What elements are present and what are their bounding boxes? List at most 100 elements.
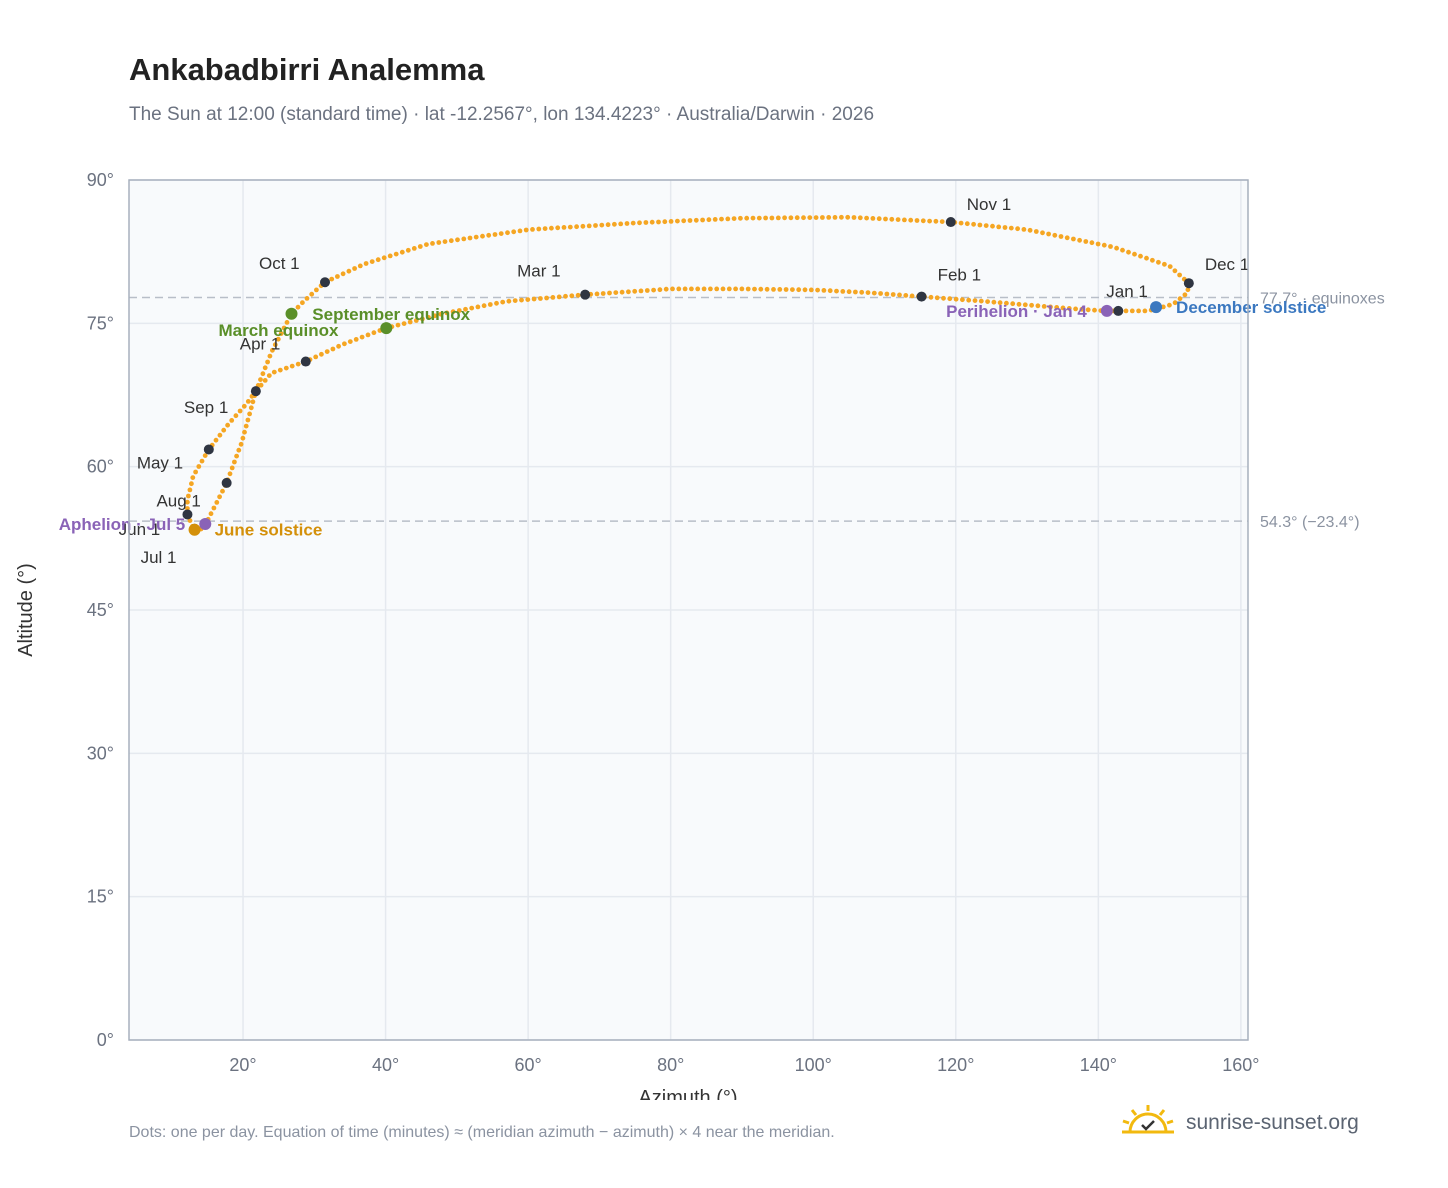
day-dot <box>883 216 888 222</box>
day-dot <box>498 231 504 237</box>
day-dot <box>242 429 247 435</box>
day-dot <box>272 342 278 348</box>
reference-line-label: 54.3° (−23.4°) <box>1260 514 1360 531</box>
day-dot <box>1167 264 1173 269</box>
day-dot <box>720 286 726 292</box>
day-dot <box>706 217 712 223</box>
x-tick-label: 140° <box>1080 1055 1117 1075</box>
day-dot <box>613 290 619 295</box>
day-dot <box>712 217 718 222</box>
day-dot <box>675 218 680 224</box>
x-tick-label: 100° <box>795 1055 832 1075</box>
day-dot <box>612 221 617 227</box>
day-dot <box>933 218 939 224</box>
day-dot <box>1129 308 1135 314</box>
day-dot <box>820 215 825 220</box>
brand[interactable]: sunrise-sunset.org <box>1120 1102 1359 1143</box>
month-marker <box>916 291 927 302</box>
day-dot <box>248 405 254 411</box>
day-dot <box>1027 227 1033 233</box>
day-dot <box>1002 225 1008 230</box>
day-dot <box>281 325 287 331</box>
day-dot <box>719 216 724 222</box>
day-dot <box>630 220 636 226</box>
day-dot <box>637 220 642 226</box>
day-dot <box>442 239 448 245</box>
day-dot <box>827 288 833 294</box>
brand-name: sunrise-sunset.org <box>1186 1110 1359 1134</box>
month-marker <box>300 356 311 367</box>
day-dot <box>657 287 663 293</box>
axis-ticks: 20° 40° 60° 80° 100° 120° 140° 160° 0° 15° 30° 45° 6… <box>87 170 1260 1075</box>
day-dot <box>903 293 909 298</box>
day-dot <box>574 224 579 230</box>
day-dot <box>1064 235 1070 241</box>
day-dot <box>289 363 295 369</box>
day-dot <box>258 377 263 382</box>
day-dot <box>494 300 499 306</box>
day-dot <box>701 286 707 292</box>
day-dot <box>480 233 485 239</box>
month-label: Dec 1 <box>1205 255 1249 274</box>
event-label: Perihelion · Jan 4 <box>946 302 1087 321</box>
day-dot <box>600 291 606 296</box>
day-dot <box>996 224 1002 230</box>
day-dot <box>555 225 561 231</box>
day-dot <box>638 288 644 294</box>
day-dot <box>347 339 353 344</box>
day-dot <box>1123 308 1129 314</box>
day-dot <box>953 296 959 302</box>
day-dot <box>270 347 275 353</box>
day-dot <box>500 299 506 305</box>
day-dot <box>283 365 289 371</box>
day-dot <box>538 296 543 301</box>
day-dot <box>481 303 487 309</box>
day-dot <box>966 297 972 303</box>
day-dot <box>229 418 235 423</box>
day-dot <box>990 223 995 229</box>
y-tick-label: 30° <box>87 743 114 763</box>
day-dot <box>225 422 231 428</box>
day-dot <box>304 296 310 301</box>
day-dot <box>695 286 701 292</box>
day-dot <box>834 288 839 294</box>
x-tick-label: 20° <box>229 1055 256 1075</box>
day-dot <box>1142 308 1148 314</box>
day-dot <box>651 287 656 293</box>
day-dot <box>790 287 795 292</box>
day-dot <box>878 291 883 296</box>
month-label: Sep 1 <box>184 398 228 417</box>
day-dot <box>530 227 535 232</box>
day-dot <box>1004 300 1009 306</box>
day-dot <box>586 223 592 229</box>
day-dot <box>997 300 1003 306</box>
day-dot <box>1046 231 1051 237</box>
day-dot <box>475 304 481 310</box>
day-dot <box>238 441 244 447</box>
day-dot <box>352 266 357 271</box>
day-dot <box>857 215 863 221</box>
day-dot <box>262 378 268 383</box>
day-dot <box>1172 268 1178 274</box>
day-dot <box>324 349 330 354</box>
day-dot <box>890 292 896 297</box>
day-dot <box>649 219 655 225</box>
day-dot <box>436 240 442 245</box>
day-dot <box>329 276 335 282</box>
day-dot <box>363 261 369 266</box>
day-dot <box>775 215 781 221</box>
y-axis-title: Altitude (°) <box>15 563 37 657</box>
day-dot <box>1185 287 1191 293</box>
day-dot <box>426 315 431 320</box>
day-dot <box>1101 242 1107 248</box>
day-dot <box>401 321 407 326</box>
day-dot <box>624 221 630 226</box>
day-dot <box>983 223 989 229</box>
event-label: March equinox <box>219 321 340 340</box>
day-dot <box>1085 307 1091 313</box>
y-tick-label: 0° <box>97 1030 114 1050</box>
day-dot <box>1041 304 1047 309</box>
day-dot <box>232 459 237 465</box>
month-marker <box>320 277 331 288</box>
day-dot <box>309 291 315 297</box>
